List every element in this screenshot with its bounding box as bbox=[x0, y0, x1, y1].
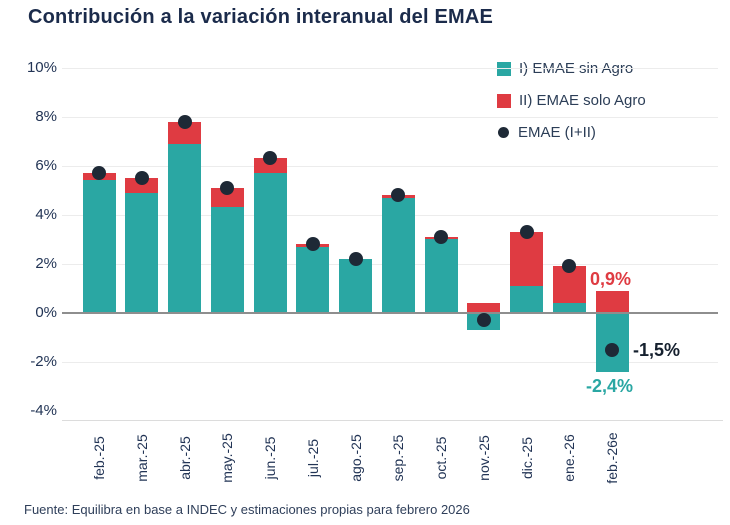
red-square-icon bbox=[497, 93, 511, 108]
dot-nov-25 bbox=[476, 313, 491, 328]
x-label-nov-25: nov.-25 bbox=[475, 435, 492, 481]
gridline-6 bbox=[62, 165, 718, 167]
gridline-8 bbox=[62, 116, 718, 118]
annotation-agro-feb26e: 0,9% bbox=[590, 269, 632, 289]
dot-feb-25 bbox=[92, 166, 106, 181]
bar-feb-26e-solo-agro bbox=[595, 290, 629, 313]
legend-label-emae-total: EMAE (I+II) bbox=[518, 124, 596, 141]
chart-title: Contribución a la variación interanual d… bbox=[28, 6, 494, 28]
x-label-sep-25: sep.-25 bbox=[390, 434, 407, 482]
x-label-ene-26: ene.-26 bbox=[561, 434, 578, 482]
y-tick-2: 2% bbox=[35, 254, 57, 272]
bar-ene-26-sin-agro bbox=[552, 303, 586, 313]
black-dot-icon bbox=[498, 127, 509, 138]
x-label-dic-25: dic.-25 bbox=[518, 436, 535, 480]
dot-mar-25 bbox=[134, 170, 149, 185]
dot-ene-26 bbox=[562, 259, 577, 274]
y-tick-0: 0% bbox=[35, 304, 57, 321]
gridline-10 bbox=[62, 67, 718, 69]
bar-ago-25-sin-agro bbox=[339, 258, 372, 313]
legend-item-emae-total: EMAE (I+II) bbox=[497, 121, 646, 144]
bar-nov-25-solo-agro bbox=[467, 303, 501, 313]
dot-sep-25 bbox=[391, 188, 406, 203]
bar-may-25-sin-agro bbox=[210, 207, 244, 313]
legend: I) EMAE sin Agro II) EMAE solo Agro EMAE… bbox=[497, 57, 646, 153]
x-label-feb-26e: feb.-26e bbox=[604, 432, 620, 484]
bar-abr-25-solo-agro bbox=[168, 121, 201, 144]
x-label-ago-25: ago.-25 bbox=[347, 434, 364, 482]
y-tick--4: -4% bbox=[30, 402, 57, 420]
legend-label-solo-agro: II) EMAE solo Agro bbox=[519, 92, 646, 109]
zero-axis-line bbox=[62, 312, 718, 314]
dot-ago-25 bbox=[348, 251, 363, 266]
x-label-feb-25: feb.-25 bbox=[91, 436, 107, 480]
source-note: Fuente: Equilibra en base a INDEC y esti… bbox=[24, 502, 470, 517]
legend-label-sin-agro: I) EMAE sin Agro bbox=[519, 60, 634, 77]
bar-oct-25-sin-agro bbox=[424, 239, 458, 313]
teal-square-icon bbox=[497, 61, 511, 76]
x-label-may-25: may.-25 bbox=[219, 433, 236, 483]
bar-abr-25-sin-agro bbox=[168, 143, 201, 313]
x-label-mar-25: mar.-25 bbox=[133, 434, 150, 482]
gridline--2 bbox=[62, 362, 718, 364]
bar-may-25-solo-agro bbox=[210, 187, 244, 208]
x-label-jun-25: jun.-25 bbox=[262, 436, 278, 480]
bar-feb-26e-sin-agro bbox=[595, 313, 629, 372]
bar-sep-25-sin-agro bbox=[381, 197, 415, 313]
y-tick-10: 10% bbox=[26, 58, 57, 76]
x-label-jul-25: jul.-25 bbox=[304, 438, 321, 478]
annotation-sinagro-feb26e: -2,4% bbox=[586, 376, 634, 396]
y-tick-6: 6% bbox=[35, 156, 57, 174]
x-label-oct-25: oct.-25 bbox=[433, 436, 449, 480]
legend-item-solo-agro: II) EMAE solo Agro bbox=[497, 89, 646, 112]
bar-jun-25-solo-agro bbox=[253, 158, 287, 174]
bar-dic-25-sin-agro bbox=[510, 285, 543, 313]
y-tick-8: 8% bbox=[35, 107, 57, 125]
x-label-abr-25: abr.-25 bbox=[176, 436, 193, 480]
dot-jul-25 bbox=[305, 237, 320, 252]
bar-dic-25-solo-agro bbox=[510, 231, 543, 286]
bar-mar-25-sin-agro bbox=[125, 192, 159, 313]
bar-feb-25-sin-agro bbox=[82, 180, 116, 313]
y-tick--2: -2% bbox=[30, 353, 57, 371]
legend-item-sin-agro: I) EMAE sin Agro bbox=[497, 57, 646, 80]
dot-abr-25 bbox=[177, 114, 192, 129]
bar-jun-25-sin-agro bbox=[253, 173, 287, 313]
dot-dic-25 bbox=[519, 224, 534, 239]
y-tick-4: 4% bbox=[35, 205, 57, 223]
dot-feb-26e bbox=[605, 342, 619, 357]
bar-jul-25-sin-agro bbox=[296, 246, 330, 313]
annotation-emae-feb26e: -1,5% bbox=[633, 340, 681, 360]
dot-may-25 bbox=[220, 180, 235, 195]
dot-jun-25 bbox=[263, 151, 277, 166]
bar-mar-25-solo-agro bbox=[125, 177, 159, 193]
dot-oct-25 bbox=[434, 229, 448, 244]
plot-bottom-spine bbox=[62, 420, 723, 421]
